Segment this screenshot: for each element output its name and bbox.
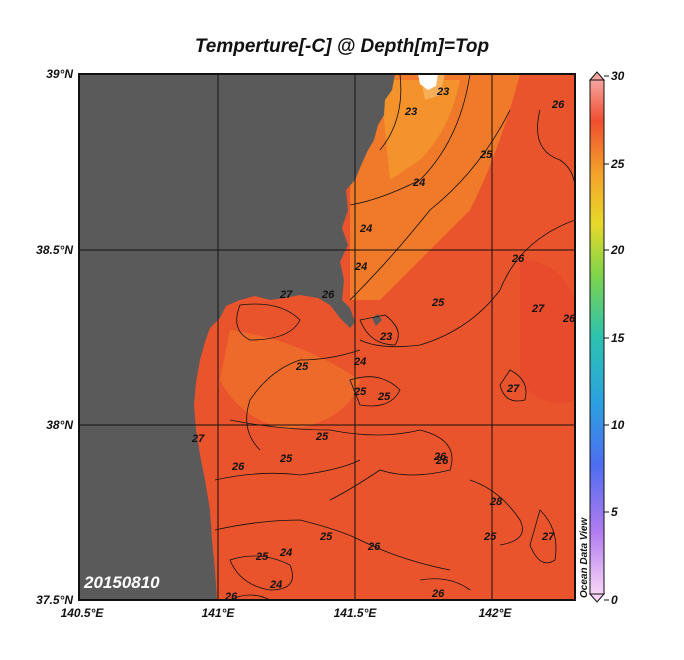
contour-label: 25 xyxy=(255,551,269,563)
contour-label: 28 xyxy=(489,496,503,508)
ocean-data-view-watermark: Ocean Data View xyxy=(579,517,590,598)
contour-label: 25 xyxy=(295,361,309,373)
contour-label: 26 xyxy=(551,99,565,111)
date-stamp: 20150810 xyxy=(84,573,160,592)
contour-label: 25 xyxy=(377,391,391,403)
contour-label: 23 xyxy=(436,86,449,98)
contour-label: 25 xyxy=(315,431,329,443)
colorbar-tick: 20 xyxy=(610,243,625,257)
contour-label: 27 xyxy=(541,531,555,543)
colorbar-tick: 5 xyxy=(611,505,618,519)
contour-label: 25 xyxy=(319,531,333,543)
contour-label: 24 xyxy=(269,579,282,591)
lon-label: 142°E xyxy=(479,606,513,620)
colorbar-tick: 10 xyxy=(611,418,625,432)
contour-label: 26 xyxy=(511,253,525,265)
lat-label: 39°N xyxy=(46,67,73,81)
lat-label: 38.5°N xyxy=(36,243,73,257)
contour-label: 23 xyxy=(404,106,417,118)
contour-label: 25 xyxy=(483,531,497,543)
contour-label: 25 xyxy=(279,453,293,465)
contour-label: 27 xyxy=(506,383,520,395)
contour-label: 27 xyxy=(279,289,293,301)
map-frame xyxy=(78,73,576,601)
contour-label: 26 xyxy=(435,455,449,467)
contour-label: 27 xyxy=(531,303,545,315)
contour-label: 24 xyxy=(353,356,366,368)
map-title: Temperture[-C] @ Depth[m]=Top xyxy=(194,36,490,57)
contour-label: 25 xyxy=(431,297,445,309)
contour-label-group: 23 23 26 25 24 24 24 26 27 25 27 26 23 2… xyxy=(191,86,576,603)
contour-label: 25 xyxy=(479,149,493,161)
contour-label: 25 xyxy=(353,386,367,398)
contour-label: 23 xyxy=(379,331,392,343)
contour-label: 26 xyxy=(431,588,445,600)
no-data-patch xyxy=(418,74,438,90)
contour-label: 26 xyxy=(224,591,238,603)
contour-label: 24 xyxy=(359,223,372,235)
colorbar-tick: 0 xyxy=(611,593,618,607)
lon-label: 141.5°E xyxy=(334,606,378,620)
lat-label: 38°N xyxy=(46,418,73,432)
contour-lines xyxy=(214,74,575,600)
contour-label: 26 xyxy=(367,541,381,553)
lat-label: 37.5°N xyxy=(36,593,73,607)
lon-label: 141°E xyxy=(202,606,236,620)
contour-label: 27 xyxy=(191,433,205,445)
contour-label: 26 xyxy=(321,289,335,301)
contour-label: 24 xyxy=(279,547,292,559)
colorbar: 30 25 20 15 10 5 0 xyxy=(588,69,625,607)
contour-label: 24 xyxy=(354,261,367,273)
colorbar-tick: 15 xyxy=(611,331,625,345)
contour-label: 24 xyxy=(412,177,425,189)
contour-label: 26 xyxy=(433,451,447,463)
contour-label: 26 xyxy=(231,461,245,473)
lon-label: 140.5°E xyxy=(61,606,105,620)
graticule xyxy=(79,74,575,600)
colorbar-tick: 30 xyxy=(611,69,625,83)
colorbar-tick: 25 xyxy=(610,157,625,171)
land-mass xyxy=(79,74,395,600)
contour-label: 26 xyxy=(562,313,576,325)
